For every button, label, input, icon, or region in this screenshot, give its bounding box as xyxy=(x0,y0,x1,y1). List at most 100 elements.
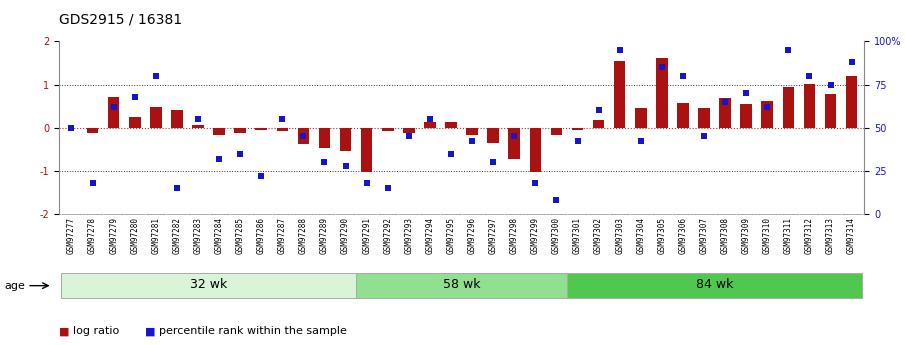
Bar xyxy=(529,128,541,171)
Bar xyxy=(319,128,330,148)
FancyBboxPatch shape xyxy=(357,273,567,298)
Bar xyxy=(824,94,836,128)
Bar xyxy=(677,103,689,128)
Point xyxy=(591,108,605,113)
Text: GSM97301: GSM97301 xyxy=(573,217,582,254)
Text: GSM97302: GSM97302 xyxy=(594,217,603,254)
Text: age: age xyxy=(5,281,25,290)
Point xyxy=(380,185,395,191)
Text: GSM97306: GSM97306 xyxy=(679,217,688,254)
Bar xyxy=(424,122,435,128)
Bar xyxy=(719,98,731,128)
Text: GSM97304: GSM97304 xyxy=(636,217,645,254)
Bar xyxy=(277,128,288,131)
Text: GSM97286: GSM97286 xyxy=(257,217,266,254)
Bar xyxy=(466,128,478,135)
Bar xyxy=(635,108,646,128)
Point xyxy=(254,173,269,179)
Bar xyxy=(339,128,351,151)
Text: GSM97308: GSM97308 xyxy=(720,217,729,254)
Text: 58 wk: 58 wk xyxy=(443,278,481,292)
Point xyxy=(212,156,226,161)
Text: GSM97282: GSM97282 xyxy=(172,217,181,254)
Text: GSM97284: GSM97284 xyxy=(214,217,224,254)
Point xyxy=(570,139,585,144)
Text: GSM97285: GSM97285 xyxy=(235,217,244,254)
Text: GSM97311: GSM97311 xyxy=(784,217,793,254)
Point xyxy=(275,116,290,122)
Bar xyxy=(192,126,204,128)
Text: GSM97294: GSM97294 xyxy=(425,217,434,254)
Bar xyxy=(783,87,795,128)
Text: GSM97314: GSM97314 xyxy=(847,217,856,254)
Bar xyxy=(656,58,668,128)
Text: 84 wk: 84 wk xyxy=(696,278,733,292)
Text: GSM97309: GSM97309 xyxy=(742,217,751,254)
Bar xyxy=(550,128,562,135)
Text: GSM97283: GSM97283 xyxy=(194,217,203,254)
Point xyxy=(359,180,374,186)
Bar xyxy=(488,128,499,143)
Point xyxy=(676,73,691,79)
Bar xyxy=(761,101,773,128)
Bar xyxy=(234,128,246,133)
Point xyxy=(64,125,79,130)
Text: GSM97296: GSM97296 xyxy=(468,217,477,254)
Point xyxy=(654,65,669,70)
Point xyxy=(423,116,437,122)
Text: GSM97293: GSM97293 xyxy=(405,217,414,254)
Text: ■: ■ xyxy=(145,326,156,336)
Text: GSM97292: GSM97292 xyxy=(383,217,392,254)
Text: ■: ■ xyxy=(59,326,70,336)
Text: GSM97287: GSM97287 xyxy=(278,217,287,254)
Bar xyxy=(214,128,224,135)
Text: GSM97299: GSM97299 xyxy=(531,217,540,254)
Point xyxy=(107,104,121,110)
Text: log ratio: log ratio xyxy=(73,326,119,336)
Point xyxy=(802,73,816,79)
Bar xyxy=(699,108,710,128)
Point xyxy=(465,139,480,144)
Text: GSM97280: GSM97280 xyxy=(130,217,139,254)
Point xyxy=(549,197,564,203)
Point xyxy=(760,104,775,110)
Point xyxy=(718,99,732,105)
Bar xyxy=(572,128,584,130)
Bar xyxy=(298,128,310,144)
Text: GDS2915 / 16381: GDS2915 / 16381 xyxy=(59,12,182,26)
Point xyxy=(233,151,247,156)
Point xyxy=(824,82,838,87)
Bar xyxy=(445,122,457,128)
Bar xyxy=(150,107,162,128)
Text: GSM97307: GSM97307 xyxy=(700,217,709,254)
FancyBboxPatch shape xyxy=(567,273,862,298)
Text: percentile rank within the sample: percentile rank within the sample xyxy=(159,326,348,336)
Point xyxy=(128,94,142,99)
Point xyxy=(85,180,100,186)
Text: GSM97289: GSM97289 xyxy=(320,217,329,254)
Bar xyxy=(403,128,414,133)
Bar xyxy=(129,117,140,128)
Point xyxy=(634,139,648,144)
Bar xyxy=(509,128,520,159)
Point xyxy=(402,134,416,139)
Text: GSM97288: GSM97288 xyxy=(299,217,308,254)
Text: 32 wk: 32 wk xyxy=(190,278,227,292)
Text: GSM97305: GSM97305 xyxy=(657,217,666,254)
Bar xyxy=(171,109,183,128)
Point xyxy=(613,47,627,53)
Bar xyxy=(361,128,373,171)
Text: GSM97297: GSM97297 xyxy=(489,217,498,254)
Point xyxy=(739,90,754,96)
Text: GSM97303: GSM97303 xyxy=(615,217,624,254)
Bar xyxy=(255,128,267,130)
Bar xyxy=(87,128,99,133)
Text: GSM97290: GSM97290 xyxy=(341,217,350,254)
Point xyxy=(191,116,205,122)
Text: GSM97295: GSM97295 xyxy=(446,217,455,254)
Point xyxy=(486,159,500,165)
Text: GSM97279: GSM97279 xyxy=(110,217,119,254)
Point xyxy=(507,134,521,139)
Point xyxy=(296,134,310,139)
Text: GSM97310: GSM97310 xyxy=(763,217,772,254)
